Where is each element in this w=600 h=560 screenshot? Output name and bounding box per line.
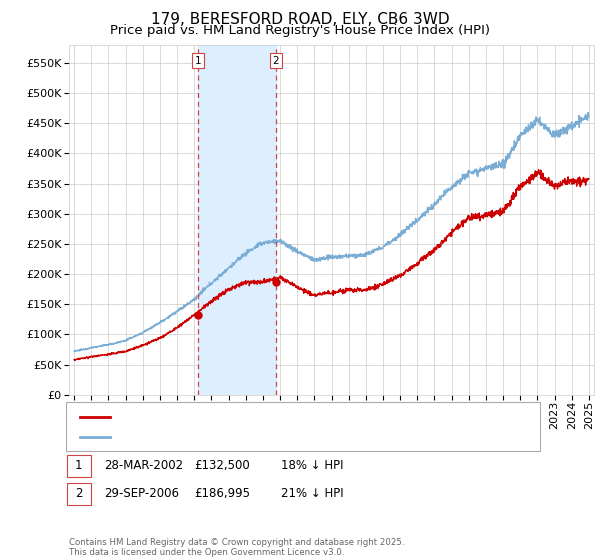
Text: 2: 2 [75,487,83,501]
Text: Contains HM Land Registry data © Crown copyright and database right 2025.
This d: Contains HM Land Registry data © Crown c… [69,538,404,557]
Text: £186,995: £186,995 [194,487,250,501]
Text: £132,500: £132,500 [194,459,250,473]
Text: 1: 1 [75,459,83,473]
Text: HPI: Average price, detached house, East Cambridgeshire: HPI: Average price, detached house, East… [116,432,438,442]
Text: Price paid vs. HM Land Registry's House Price Index (HPI): Price paid vs. HM Land Registry's House … [110,24,490,36]
Text: 1: 1 [195,55,202,66]
Text: 29-SEP-2006: 29-SEP-2006 [104,487,179,501]
Text: 179, BERESFORD ROAD, ELY, CB6 3WD: 179, BERESFORD ROAD, ELY, CB6 3WD [151,12,449,27]
Text: 21% ↓ HPI: 21% ↓ HPI [281,487,343,501]
Text: 2: 2 [272,55,279,66]
Text: 18% ↓ HPI: 18% ↓ HPI [281,459,343,473]
Bar [198,45,276,395]
Text: 179, BERESFORD ROAD, ELY, CB6 3WD (detached house): 179, BERESFORD ROAD, ELY, CB6 3WD (detac… [116,412,434,422]
Text: 28-MAR-2002: 28-MAR-2002 [104,459,183,473]
